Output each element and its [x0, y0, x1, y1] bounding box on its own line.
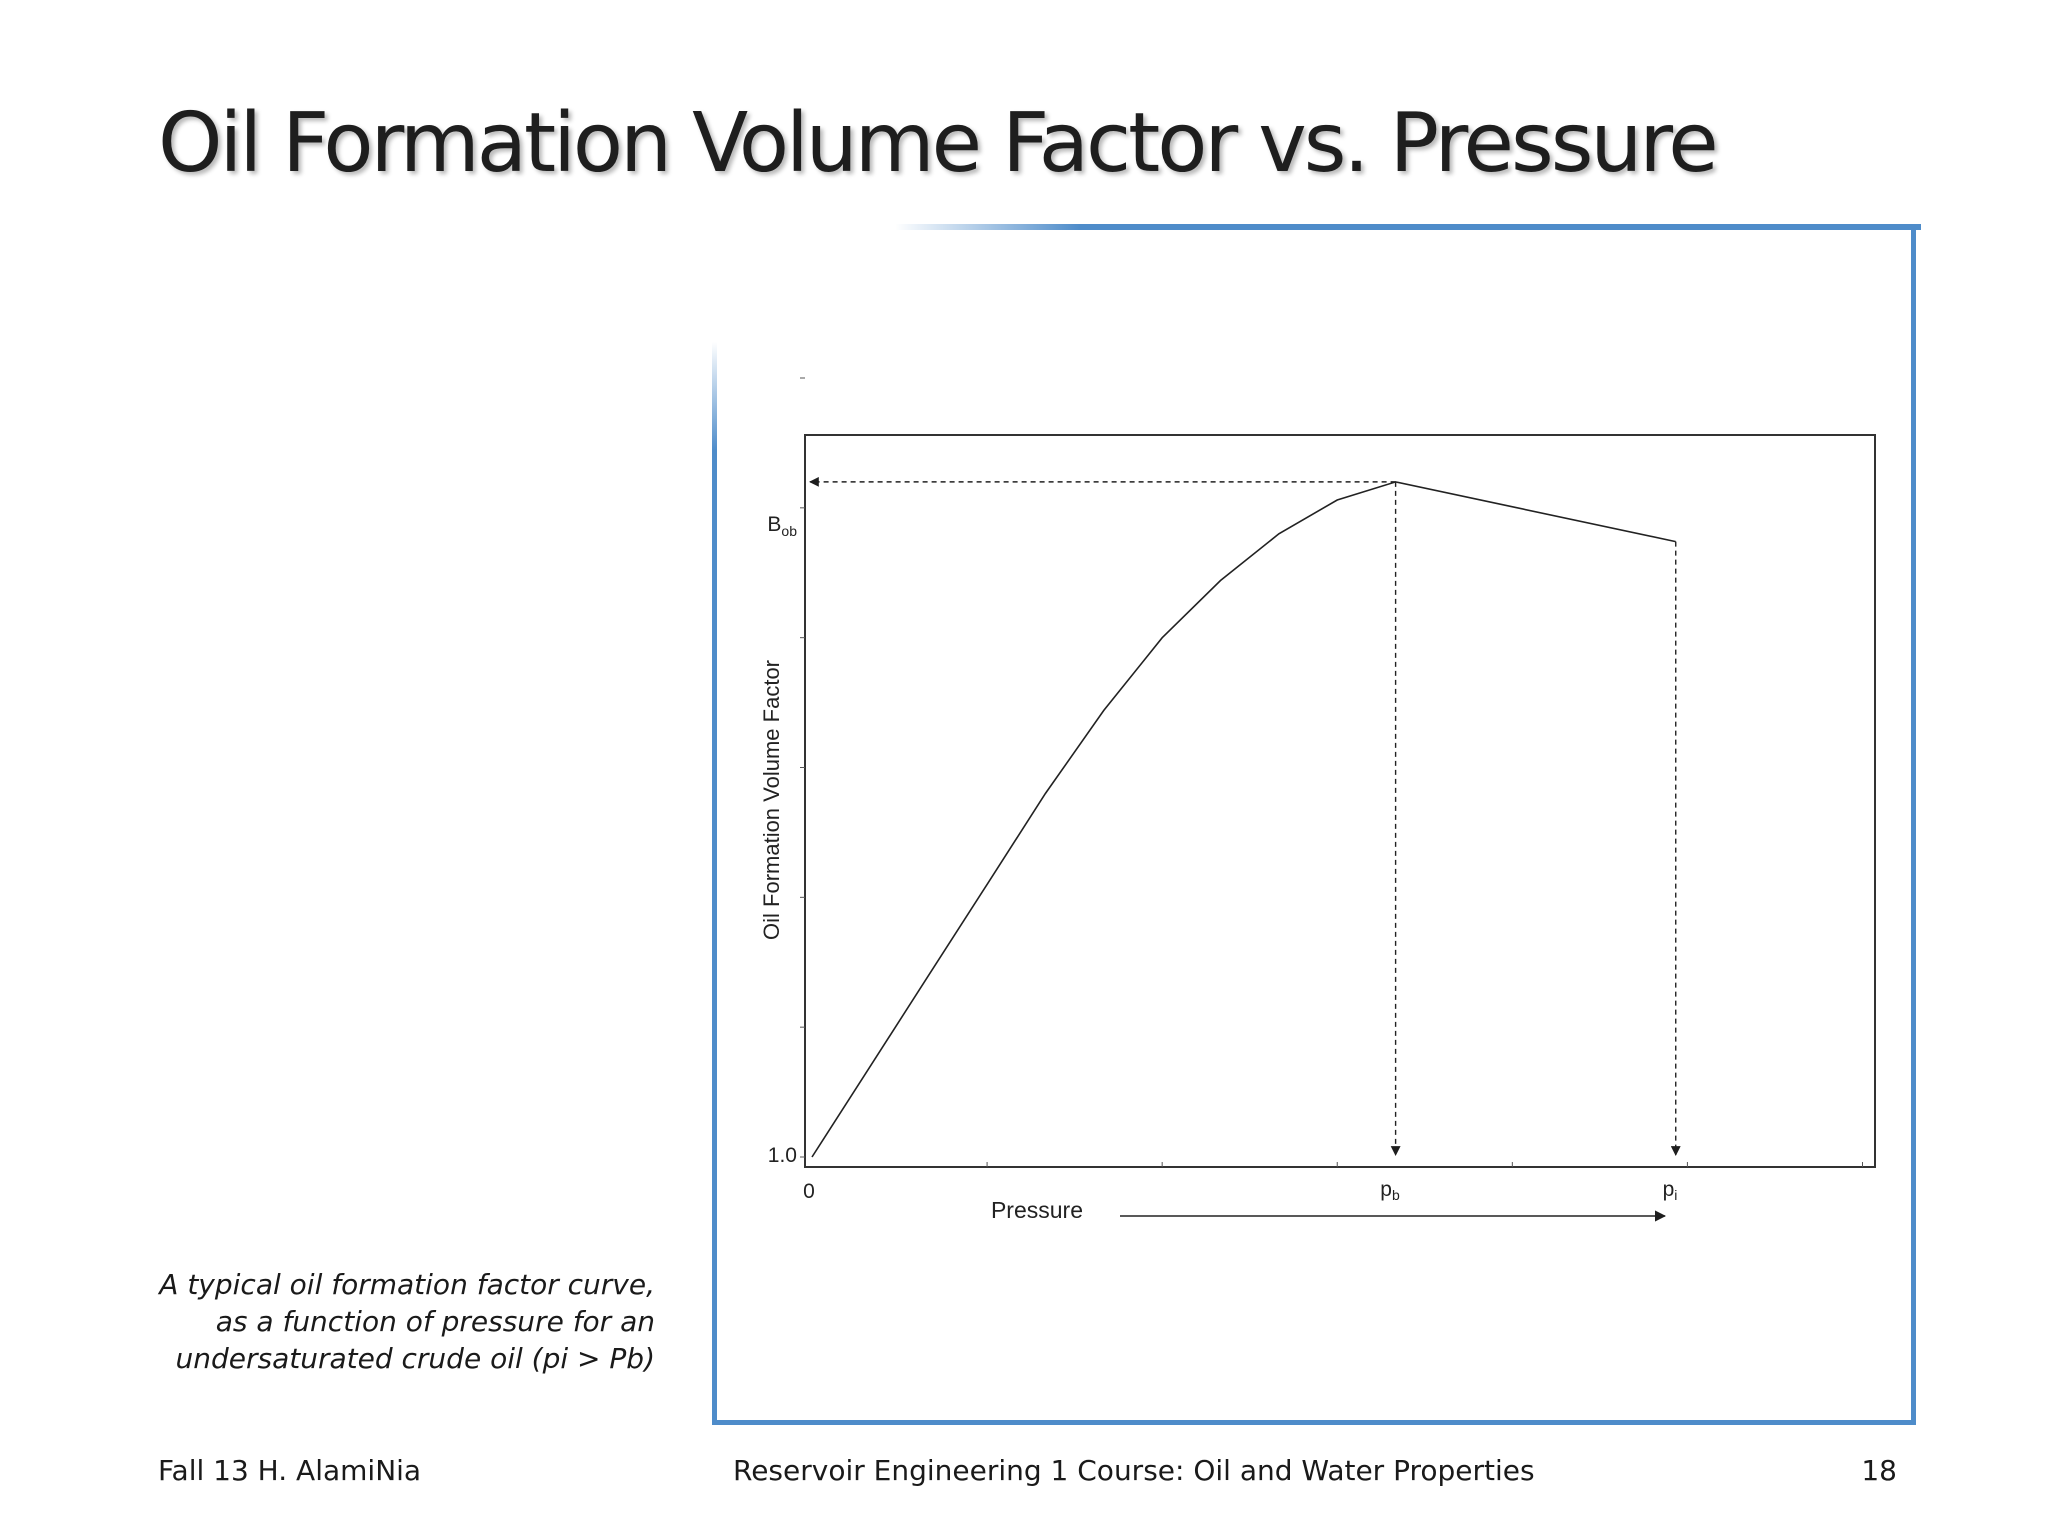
caption-line-2: as a function of pressure for an: [215, 1305, 655, 1338]
footer-author: Fall 13 H. AlamiNia: [158, 1454, 422, 1487]
plot-area-border: [804, 434, 1876, 1168]
x-tick-label-pb: pb: [1380, 1178, 1400, 1203]
caption-line-3: undersaturated crude oil (pi > Pb): [175, 1342, 656, 1375]
slide-number: 18: [1861, 1454, 1897, 1487]
x-axis-ticks: [986, 1162, 1863, 1167]
x-axis-label: Pressure: [991, 1197, 1083, 1223]
slide-title: Oil Formation Volume Factor vs. Pressure: [158, 96, 1719, 191]
y-tick-label-1-0: 1.0: [768, 1144, 797, 1167]
guide-arrows: [809, 476, 1681, 1156]
x-tick-label-pi: pi: [1663, 1178, 1678, 1203]
caption-line-1: A typical oil formation factor curve,: [159, 1268, 655, 1301]
y-axis-ticks: [800, 377, 805, 1158]
x-tick-label-0: 0: [803, 1180, 815, 1203]
figure-frame-top-edge: [895, 224, 1921, 230]
footer-course: Reservoir Engineering 1 Course: Oil and …: [733, 1454, 1535, 1487]
figure-caption: A typical oil formation factor curve, as…: [110, 1266, 655, 1377]
figure-frame-left-edge: [712, 342, 717, 1425]
y-tick-label-bob: Bob: [767, 513, 797, 539]
figure-frame: [714, 225, 1916, 1425]
bo-curve: [811, 481, 1676, 1158]
y-axis-label: Oil Formation Volume Factor: [759, 660, 784, 940]
